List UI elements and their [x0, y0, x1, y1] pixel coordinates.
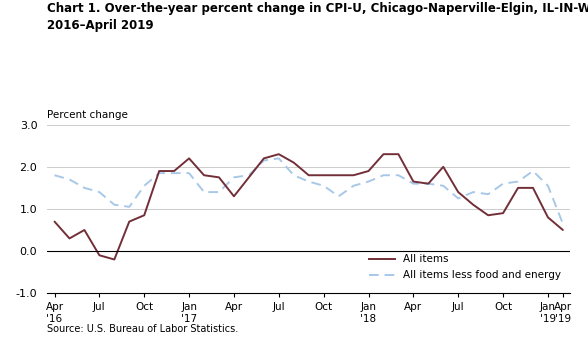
Text: 2016–April 2019: 2016–April 2019	[47, 19, 153, 32]
Text: Chart 1. Over-the-year percent change in CPI-U, Chicago-Naperville-Elgin, IL-IN-: Chart 1. Over-the-year percent change in…	[47, 2, 588, 15]
Text: Source: U.S. Bureau of Labor Statistics.: Source: U.S. Bureau of Labor Statistics.	[47, 324, 238, 334]
Legend: All items, All items less food and energy: All items, All items less food and energ…	[365, 250, 565, 285]
Text: Percent change: Percent change	[47, 110, 128, 120]
